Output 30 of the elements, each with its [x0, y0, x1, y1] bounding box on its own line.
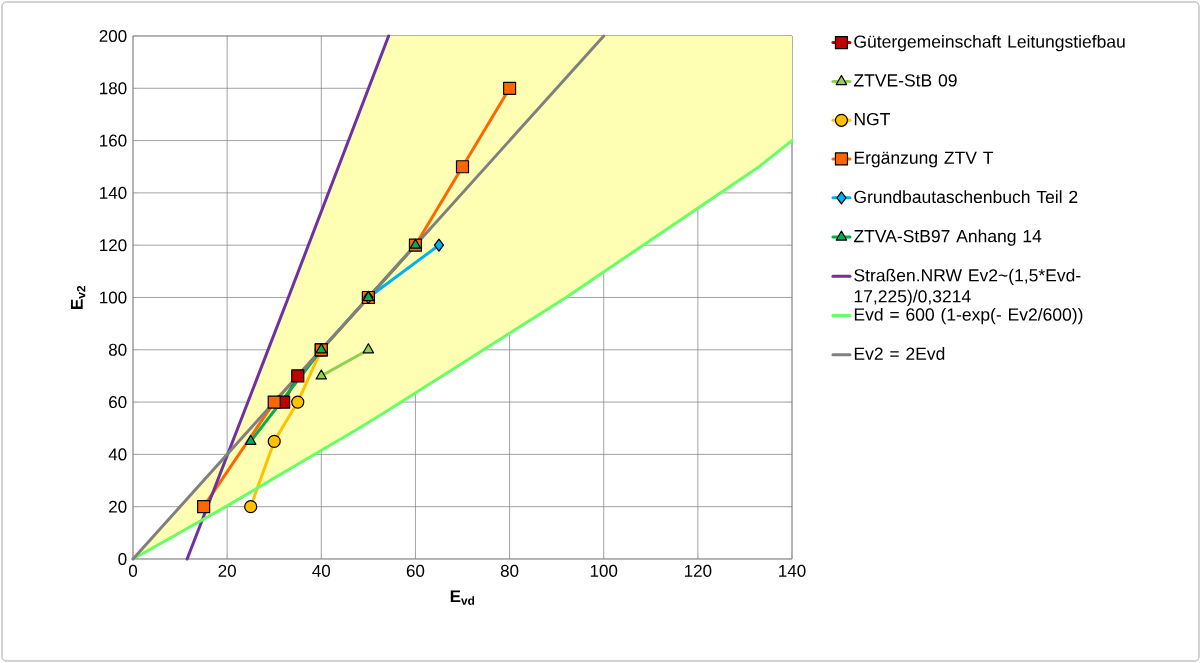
y-tick-label: 20: [109, 500, 127, 513]
y-tick-label: 140: [100, 186, 127, 199]
x-tick-label: 80: [500, 564, 519, 577]
legend-label: ZTVA-StB97 Anhang 14: [854, 229, 1042, 246]
y-tick-label: 120: [100, 239, 127, 252]
x-tick-label: 60: [406, 564, 425, 577]
legend-label: Straßen.NRW Ev2~(1,5*Evd-17,225)/0,3214: [854, 268, 1081, 306]
y-tick-label: 0: [118, 552, 127, 566]
x-axis-title: E$_{vd}$: [450, 590, 475, 605]
legend-label: Ev2 = 2Evd: [854, 347, 945, 360]
y-tick-label: 200: [99, 29, 127, 43]
x-tick-label: 40: [312, 564, 331, 577]
legend-label: Evd = 600 (1-exp(- Ev2/600)): [854, 307, 1083, 325]
x-tick-label: 100: [590, 564, 618, 577]
y-tick-label: 160: [100, 134, 127, 147]
y-tick-label: 100: [100, 291, 127, 304]
y-tick-label: 80: [108, 343, 127, 356]
legend-label: Ergänzung ZTV T: [854, 151, 994, 168]
y-tick-label: 40: [108, 448, 127, 461]
x-tick-label: 20: [218, 564, 236, 577]
y-axis-title: E$_{v2}$: [70, 285, 86, 309]
y-tick-label: 180: [100, 82, 127, 95]
legend-label: Gütergemeinschaft Leitungstiefbau: [854, 34, 1125, 52]
x-tick-label: 140: [779, 564, 806, 577]
x-tick-label: 0: [128, 564, 138, 577]
legend-label: NGT: [854, 112, 890, 126]
legend-label: Grundbautaschenbuch Teil 2: [854, 190, 1078, 204]
x-tick-label: 120: [684, 564, 712, 577]
legend-label: ZTVE-StB 09: [854, 74, 957, 87]
y-tick-label: 60: [109, 396, 127, 409]
